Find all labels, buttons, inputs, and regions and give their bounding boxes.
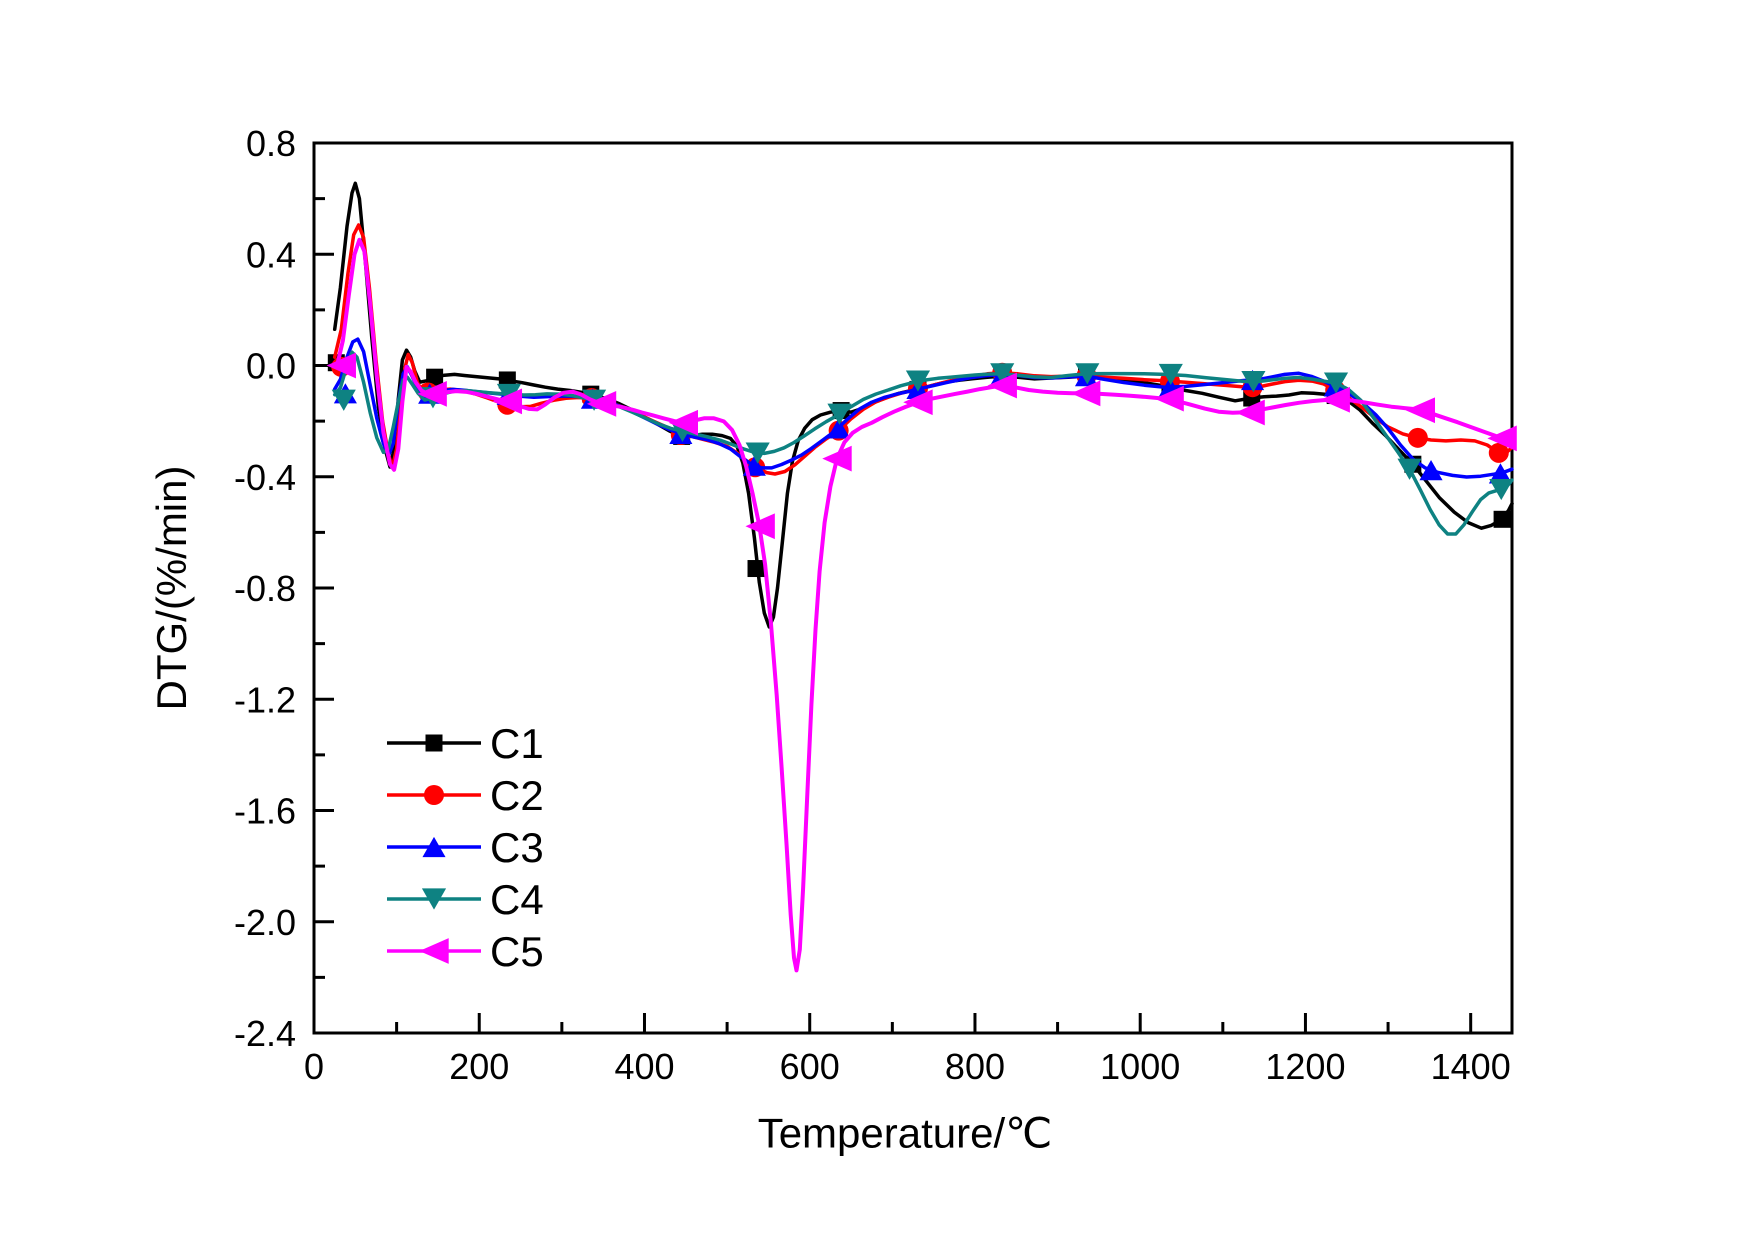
legend-marker-C2 [424, 785, 444, 805]
x-tick-label: 1400 [1431, 1046, 1511, 1087]
legend-label-C4: C4 [490, 876, 544, 923]
series-marker-C5 [1320, 386, 1350, 413]
series-marker-C5 [1154, 385, 1184, 412]
legend-label-C3: C3 [490, 824, 544, 871]
series-marker-C4 [1397, 458, 1422, 480]
series-marker-C5 [586, 391, 617, 417]
series-marker-C3 [1488, 463, 1512, 484]
series-marker-C4 [1323, 372, 1349, 394]
legend-label-C1: C1 [490, 720, 544, 767]
series-marker-C4 [827, 403, 852, 425]
legend-marker-C3 [422, 836, 446, 858]
series-marker-C5 [1487, 425, 1517, 452]
series-marker-C5 [903, 389, 933, 416]
series-marker-C5 [326, 352, 356, 379]
x-tick-label: 1000 [1100, 1046, 1180, 1087]
series-marker-C5 [822, 445, 852, 472]
x-tick-label: 800 [945, 1046, 1005, 1087]
series-marker-C5 [1405, 397, 1435, 424]
y-tick-label: -2.4 [234, 1013, 296, 1054]
series-line-C2 [332, 223, 1514, 476]
legend-marker-C1 [425, 734, 443, 752]
series-marker-C2 [1407, 427, 1428, 448]
series-marker-C4 [745, 442, 770, 464]
legend-label-C2: C2 [490, 772, 544, 819]
x-tick-label: 400 [614, 1046, 674, 1087]
series-marker-C1 [747, 560, 765, 578]
y-tick-label: -0.4 [234, 457, 296, 498]
y-tick-label: -2.0 [234, 902, 296, 943]
series-marker-C3 [1419, 459, 1443, 481]
y-tick-label: 0.4 [246, 234, 296, 275]
series-marker-C4 [1075, 363, 1100, 385]
series-marker-C5 [668, 409, 699, 436]
series-marker-C5 [1235, 399, 1265, 426]
legend-label-C5: C5 [490, 928, 544, 975]
legend-marker-C4 [421, 888, 447, 910]
series-marker-C5 [745, 513, 775, 540]
x-tick-label: 1200 [1265, 1046, 1345, 1087]
y-axis-label: DTG/(%/min) [148, 465, 195, 711]
series-marker-C1 [1493, 510, 1511, 528]
series-marker-C1 [426, 368, 444, 386]
y-tick-label: -1.2 [234, 679, 296, 720]
series-marker-C4 [905, 370, 931, 392]
y-tick-label: 0.8 [246, 123, 296, 164]
series-marker-C4 [1489, 478, 1514, 501]
series-marker-C3 [827, 418, 851, 439]
series-marker-C5 [417, 380, 447, 407]
y-tick-label: -1.6 [234, 791, 296, 832]
series-marker-C5 [1070, 380, 1101, 407]
series-marker-C4 [1241, 371, 1266, 393]
series-marker-C5 [987, 372, 1017, 399]
series-marker-C4 [331, 389, 356, 411]
legend-marker-C5 [419, 938, 449, 964]
series-marker-C4 [1158, 363, 1183, 385]
x-tick-label: 200 [449, 1046, 509, 1087]
y-tick-label: -0.8 [234, 568, 296, 609]
series-marker-C2 [1488, 442, 1509, 463]
x-axis-label: Temperature/℃ [757, 1109, 1053, 1157]
x-tick-label: 0 [304, 1046, 324, 1087]
y-tick-label: 0.0 [246, 346, 296, 387]
series-marker-C5 [492, 388, 523, 415]
series-marker-C4 [990, 363, 1015, 385]
x-tick-label: 600 [780, 1046, 840, 1087]
